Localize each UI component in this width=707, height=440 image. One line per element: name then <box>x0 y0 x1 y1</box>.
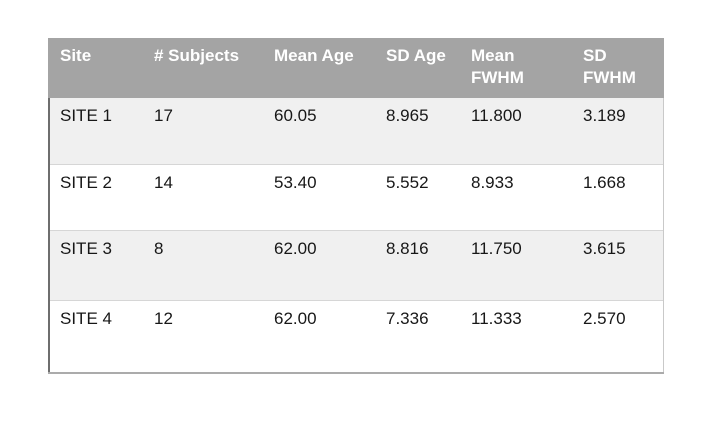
cell-mean-age: 60.05 <box>274 106 317 125</box>
col-header-subjects: # Subjects <box>144 38 264 98</box>
table-row-site-2: SITE 2 14 53.40 5.552 8.933 1.668 <box>48 163 664 230</box>
cell-mean-fwhm: 8.933 <box>461 163 573 230</box>
cell-mean-fwhm: 11.333 <box>461 299 573 374</box>
cell-site: SITE 1 <box>48 98 144 164</box>
table-row-site-3: SITE 3 8 62.00 8.816 11.750 3.615 <box>48 229 664 300</box>
cell-site: SITE 4 <box>48 299 144 374</box>
cell-subjects: 8 <box>144 229 264 300</box>
cell-site: SITE 2 <box>48 163 144 230</box>
col-header-mean-fwhm: Mean FWHM <box>461 38 573 98</box>
table-row-site-1: SITE 1 17 60.05 8.965 11.800 3.189 <box>48 98 664 164</box>
cell-mean-age: 62.00 <box>264 299 376 374</box>
table-row-site-4: SITE 4 12 62.00 7.336 11.333 2.570 <box>48 299 664 374</box>
cell-sd-fwhm: 3.615 <box>573 229 664 300</box>
cell-sd-age: 5.552 <box>376 163 461 230</box>
cell-subjects: 14 <box>144 163 264 230</box>
cell-mean-fwhm: 11.750 <box>461 229 573 300</box>
site-summary-table: Site # Subjects Mean Age SD Age Mean FWH… <box>48 38 664 374</box>
cell-sd-fwhm: 1.668 <box>573 163 664 230</box>
col-header-mean-age: Mean Age <box>264 38 376 98</box>
col-header-sd-age: SD Age <box>376 38 461 98</box>
cell-subjects: 12 <box>144 299 264 374</box>
cell-site: SITE 3 <box>48 229 144 300</box>
col-header-sd-fwhm: SD FWHM <box>573 38 664 98</box>
cell-sd-age: 8.816 <box>376 229 461 300</box>
cell-subjects: 17 <box>154 106 173 125</box>
table-header-row: Site # Subjects Mean Age SD Age Mean FWH… <box>48 38 664 98</box>
cell-mean-age: 62.00 <box>264 229 376 300</box>
cell-sd-fwhm: 3.189 <box>573 98 664 164</box>
cell-sd-age: 8.965 <box>386 106 429 125</box>
cell-sd-fwhm: 2.570 <box>573 299 664 374</box>
cell-mean-age: 53.40 <box>264 163 376 230</box>
col-header-site: Site <box>48 38 144 98</box>
cell-mean-fwhm: 11.800 <box>471 106 522 125</box>
cell-sd-age: 7.336 <box>376 299 461 374</box>
